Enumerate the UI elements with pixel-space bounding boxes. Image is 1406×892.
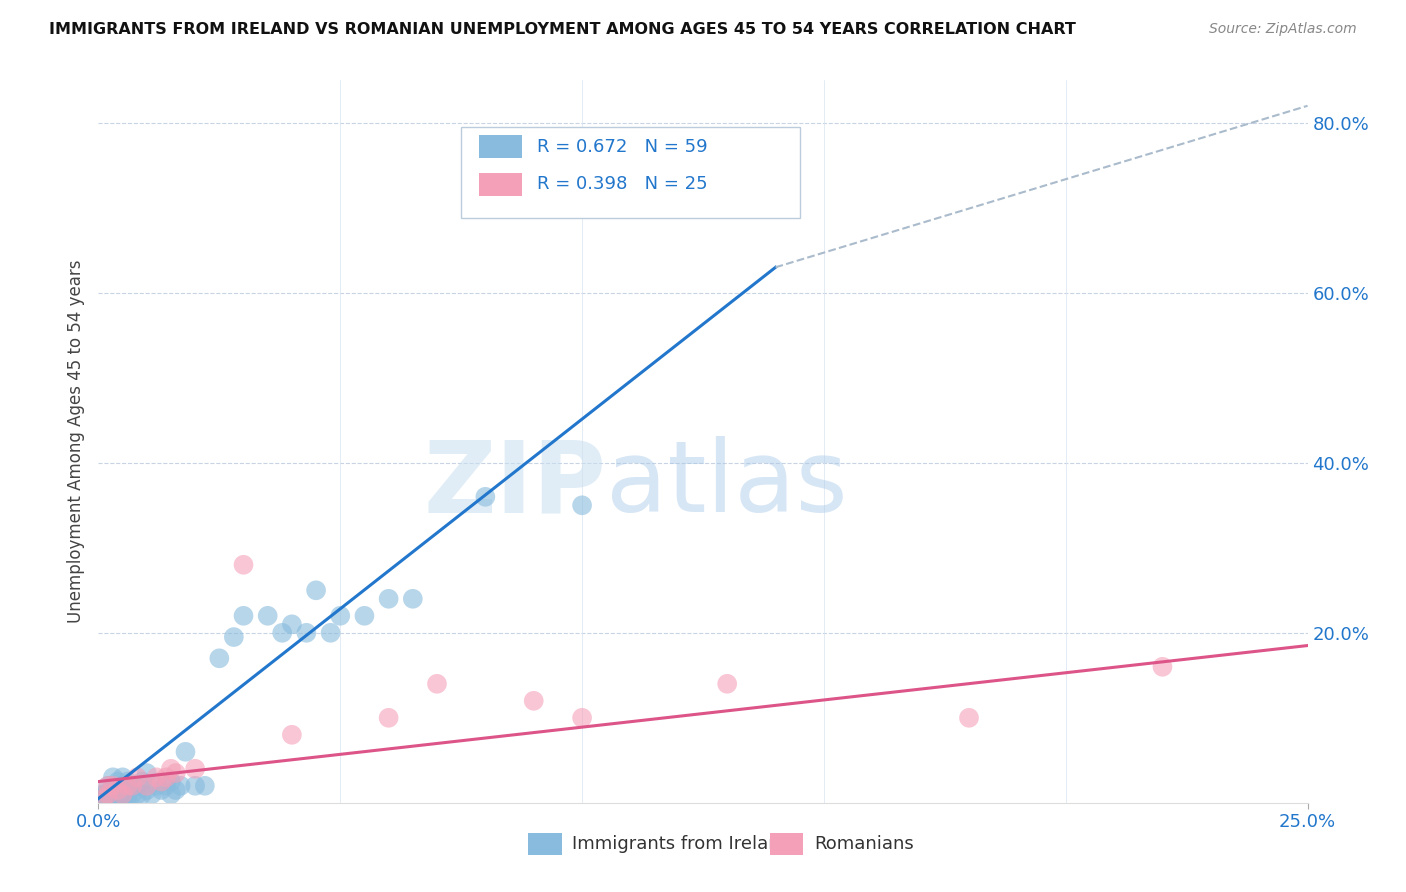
Point — [169, 779, 191, 793]
Point — [150, 783, 173, 797]
Point — [127, 787, 149, 801]
Point — [232, 558, 254, 572]
Point — [107, 787, 129, 801]
Point — [184, 762, 207, 776]
Point — [174, 745, 197, 759]
Point — [194, 779, 217, 793]
Point — [523, 694, 546, 708]
Point — [127, 770, 149, 784]
Point — [107, 791, 129, 805]
Point — [131, 787, 153, 801]
Point — [1152, 660, 1174, 674]
Point — [131, 774, 153, 789]
Point — [222, 630, 245, 644]
Point — [426, 677, 449, 691]
Point — [107, 783, 129, 797]
Point — [160, 787, 183, 801]
Point — [111, 770, 134, 784]
Point — [305, 583, 328, 598]
Point — [111, 787, 134, 801]
Point — [256, 608, 278, 623]
FancyBboxPatch shape — [461, 128, 800, 218]
Point — [135, 779, 157, 793]
Point — [377, 591, 399, 606]
Text: R = 0.672   N = 59: R = 0.672 N = 59 — [537, 137, 709, 156]
Point — [97, 779, 120, 793]
Point — [281, 617, 304, 632]
Point — [117, 779, 139, 793]
Bar — [479, 173, 522, 196]
Point — [90, 791, 112, 805]
Point — [97, 779, 120, 793]
Point — [127, 779, 149, 793]
Point — [107, 774, 129, 789]
Point — [135, 766, 157, 780]
Point — [97, 787, 120, 801]
Point — [117, 791, 139, 805]
Point — [91, 787, 114, 801]
Point — [101, 787, 124, 801]
Text: Romanians: Romanians — [814, 835, 914, 853]
Point — [150, 774, 173, 789]
Point — [160, 774, 183, 789]
Text: R = 0.398   N = 25: R = 0.398 N = 25 — [537, 176, 709, 194]
Point — [135, 783, 157, 797]
Point — [101, 779, 124, 793]
Text: Immigrants from Ireland: Immigrants from Ireland — [572, 835, 792, 853]
Bar — [769, 833, 803, 855]
Point — [329, 608, 352, 623]
Point — [232, 608, 254, 623]
Text: atlas: atlas — [606, 436, 848, 533]
Point — [281, 728, 304, 742]
Point — [353, 608, 375, 623]
Point — [101, 791, 124, 805]
Point — [111, 787, 134, 801]
Point — [121, 787, 143, 801]
Point — [91, 791, 114, 805]
Point — [101, 770, 124, 784]
Point — [155, 770, 177, 784]
Point — [571, 498, 593, 512]
Point — [101, 783, 124, 797]
Point — [111, 791, 134, 805]
Point — [145, 779, 167, 793]
Text: ZIP: ZIP — [423, 436, 606, 533]
Point — [94, 791, 117, 805]
Point — [208, 651, 231, 665]
Point — [184, 779, 207, 793]
Bar — [527, 833, 561, 855]
Y-axis label: Unemployment Among Ages 45 to 54 years: Unemployment Among Ages 45 to 54 years — [67, 260, 86, 624]
Point — [121, 779, 143, 793]
Text: Source: ZipAtlas.com: Source: ZipAtlas.com — [1209, 22, 1357, 37]
Point — [716, 677, 738, 691]
Point — [117, 787, 139, 801]
Point — [141, 787, 163, 801]
Point — [117, 774, 139, 789]
Point — [474, 490, 496, 504]
Point — [97, 791, 120, 805]
Point — [377, 711, 399, 725]
Point — [957, 711, 980, 725]
Text: IMMIGRANTS FROM IRELAND VS ROMANIAN UNEMPLOYMENT AMONG AGES 45 TO 54 YEARS CORRE: IMMIGRANTS FROM IRELAND VS ROMANIAN UNEM… — [49, 22, 1076, 37]
Point — [155, 779, 177, 793]
Point — [271, 625, 294, 640]
Point — [97, 787, 120, 801]
Point — [111, 779, 134, 793]
Point — [165, 783, 187, 797]
Point — [145, 770, 167, 784]
Point — [117, 783, 139, 797]
Point — [107, 783, 129, 797]
Point — [160, 762, 183, 776]
Point — [571, 711, 593, 725]
Point — [101, 779, 124, 793]
Point — [121, 779, 143, 793]
Point — [94, 787, 117, 801]
Point — [165, 766, 187, 780]
Point — [295, 625, 318, 640]
Bar — [479, 136, 522, 158]
Point — [91, 791, 114, 805]
Point — [319, 625, 342, 640]
Point — [402, 591, 425, 606]
